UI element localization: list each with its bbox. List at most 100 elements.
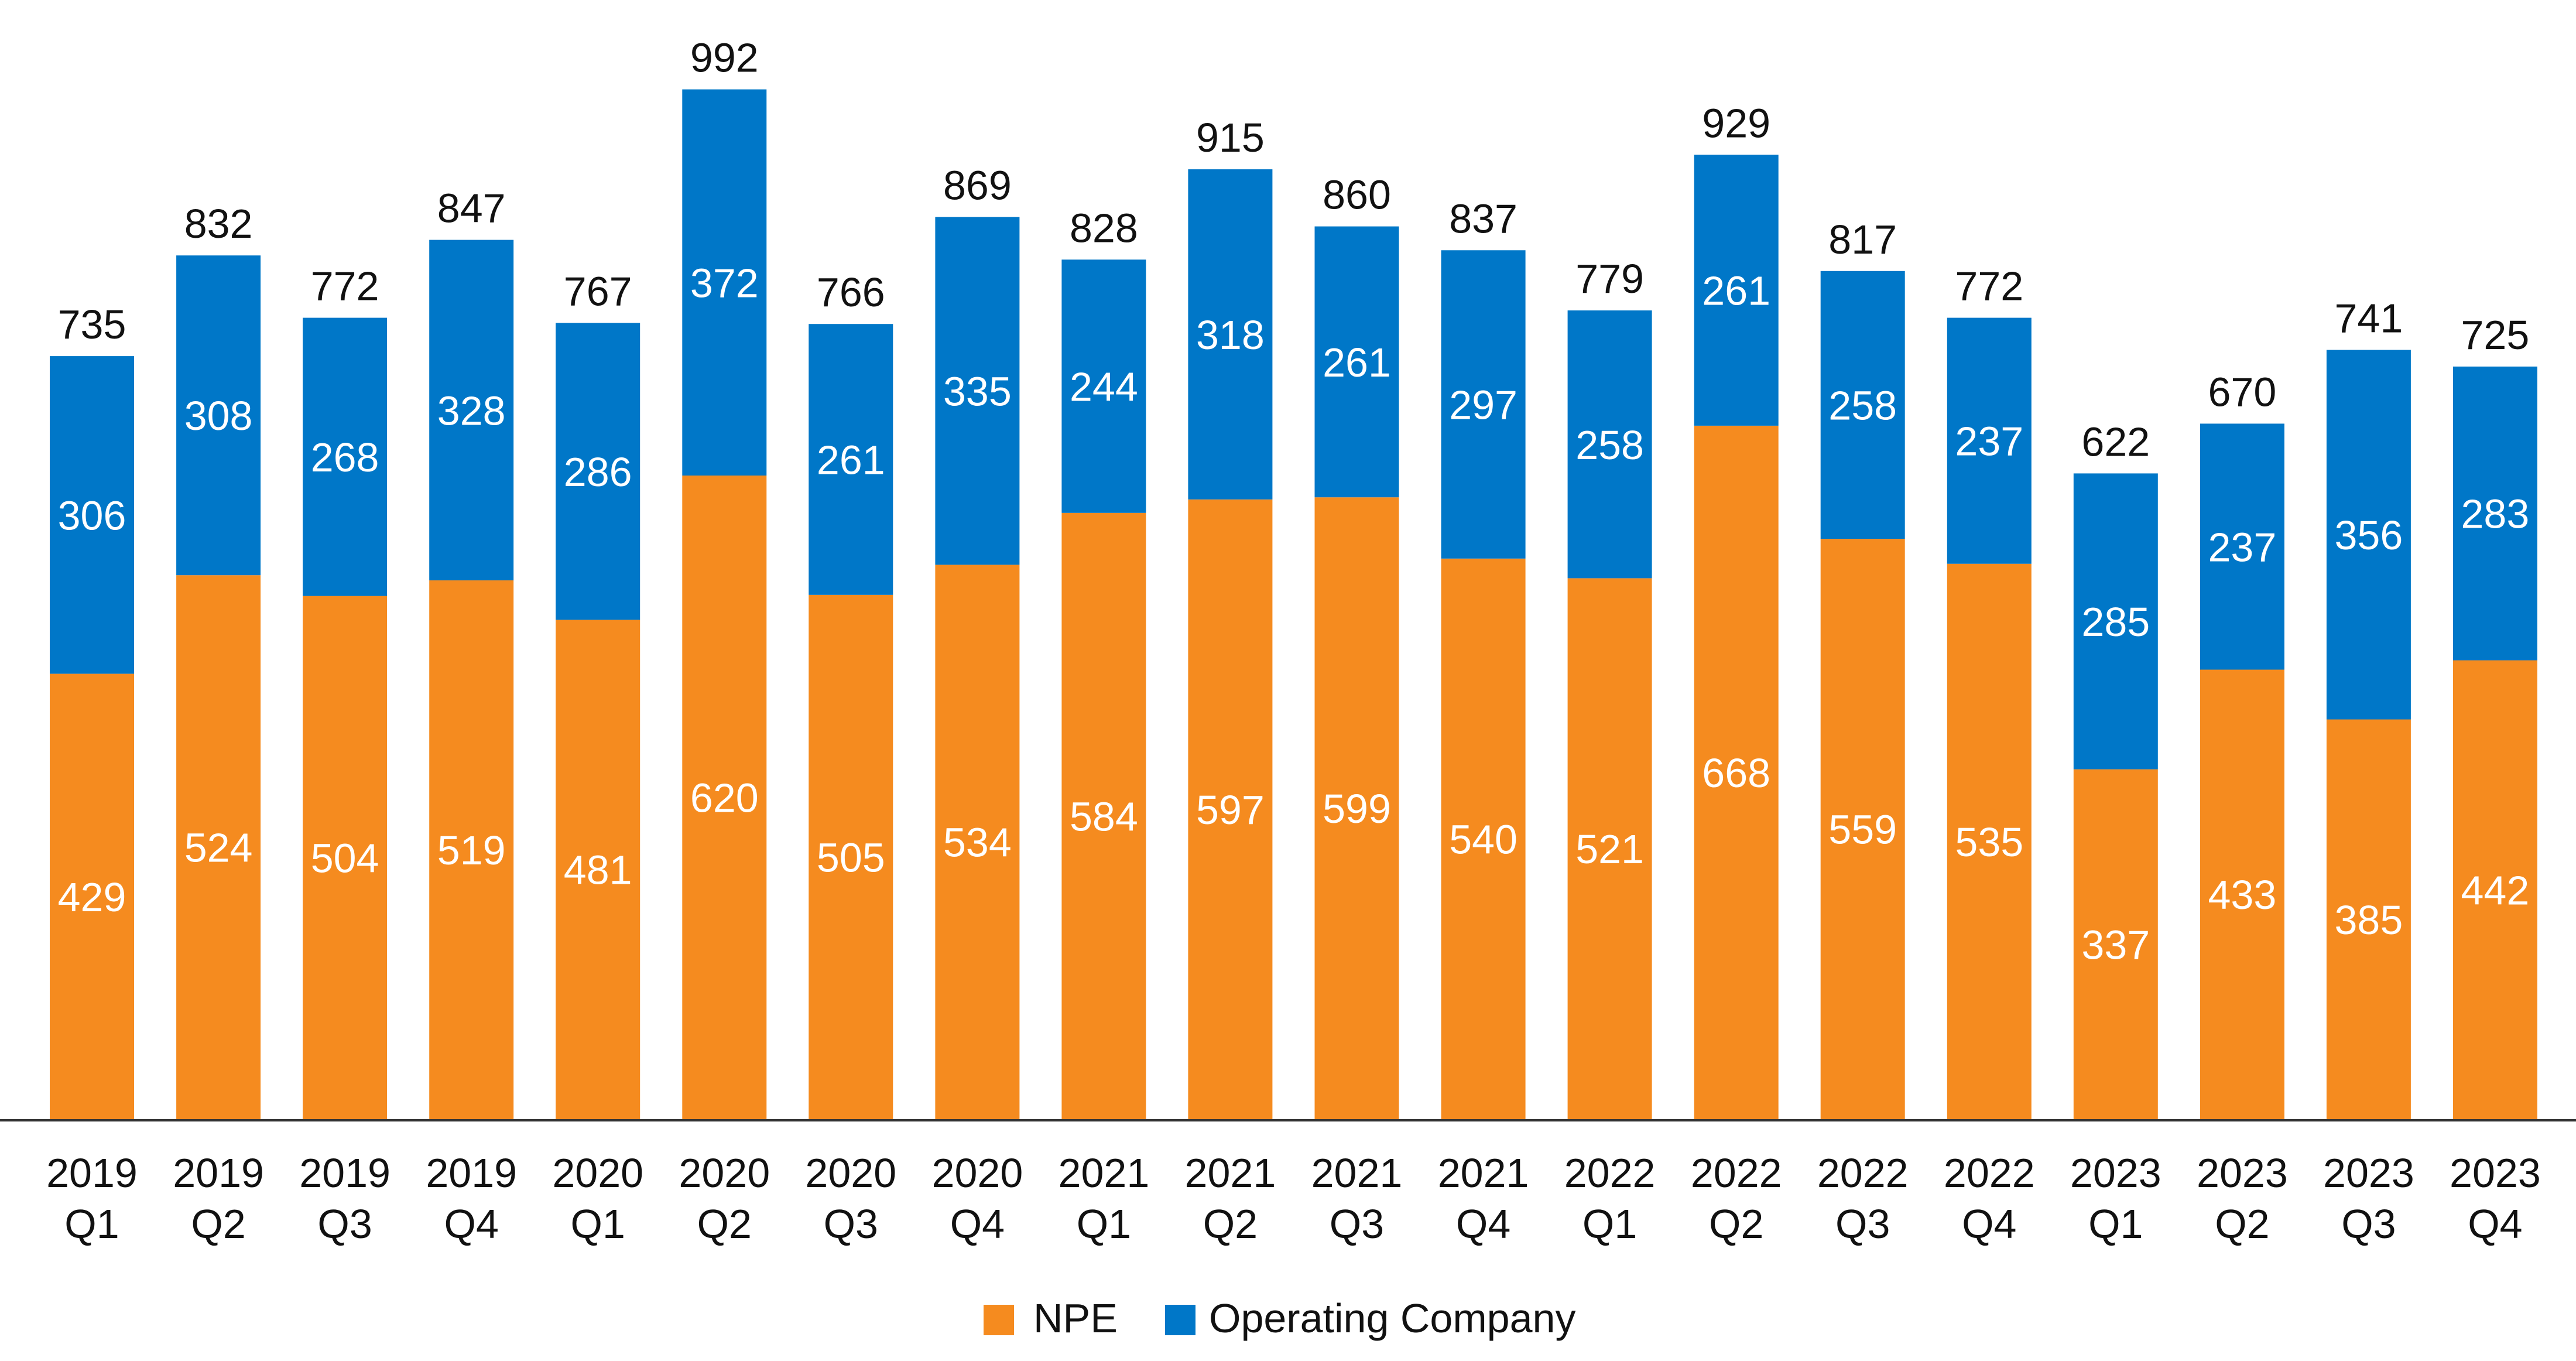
x-tick-year: 2023 — [2070, 1150, 2161, 1196]
x-tick-year: 2022 — [1944, 1150, 2035, 1196]
data-label-total: 772 — [311, 264, 379, 309]
data-label-operating-company: 372 — [690, 260, 759, 306]
data-label-npe: 620 — [690, 775, 759, 821]
x-tick-label: 2023Q4 — [2450, 1150, 2541, 1247]
x-tick-label: 2020 Q2 — [679, 1150, 770, 1247]
data-label-total: 670 — [2208, 369, 2277, 415]
data-label-operating-company: 261 — [1702, 268, 1770, 314]
data-label-total: 929 — [1702, 100, 1770, 146]
data-label-operating-company: 283 — [2461, 491, 2530, 537]
data-label-operating-company: 335 — [943, 369, 1012, 415]
x-tick-label: 2021 Q2 — [1185, 1150, 1276, 1247]
data-label-total: 860 — [1323, 172, 1391, 218]
data-label-npe: 481 — [564, 847, 632, 893]
data-label-npe: 337 — [2081, 922, 2150, 967]
x-tick-year: 2020 — [805, 1150, 896, 1196]
data-label-operating-company: 258 — [1828, 383, 1897, 429]
x-tick-year: 2022 — [1691, 1150, 1782, 1196]
data-label-total: 992 — [690, 35, 759, 81]
data-label-operating-company: 268 — [311, 435, 379, 480]
data-label-npe: 521 — [1575, 826, 1644, 872]
x-tick-quarter: Q3 — [2341, 1201, 2396, 1247]
x-tick-year: 2019 — [426, 1150, 517, 1196]
labels-layer: 4293067355243088325042687725193288474812… — [58, 35, 2530, 968]
data-label-npe: 597 — [1196, 787, 1265, 833]
data-label-total: 622 — [2081, 419, 2150, 464]
x-tick-label: 2019Q4 — [426, 1150, 517, 1247]
data-label-operating-company: 286 — [564, 449, 632, 495]
legend: NPE Operating Company — [984, 1295, 1575, 1341]
data-label-total: 766 — [817, 269, 885, 315]
data-label-operating-company: 356 — [2335, 512, 2403, 558]
data-label-operating-company: 237 — [2208, 524, 2277, 570]
x-tick-quarter: Q3 — [317, 1201, 372, 1247]
bars-layer — [50, 90, 2537, 1119]
x-tick-label: 2022 Q2 — [1691, 1150, 1782, 1247]
x-tick-label: 2022 Q3 — [1817, 1150, 1909, 1247]
data-label-npe: 559 — [1828, 807, 1897, 853]
x-tick-year: 2022 — [1564, 1150, 1656, 1196]
x-tick-quarter: Q3 — [1835, 1201, 1890, 1247]
x-tick-label: 2021 Q3 — [1311, 1150, 1403, 1247]
data-label-total: 817 — [1828, 217, 1897, 262]
data-label-operating-company: 297 — [1449, 382, 1517, 428]
legend-label-operating-company: Operating Company — [1209, 1295, 1575, 1341]
data-label-operating-company: 237 — [1955, 419, 2023, 464]
data-label-total: 915 — [1196, 115, 1265, 160]
x-tick-quarter: Q1 — [571, 1201, 625, 1247]
x-tick-quarter: Q3 — [824, 1201, 878, 1247]
data-label-operating-company: 308 — [184, 393, 253, 439]
x-tick-label: 2023 Q3 — [2323, 1150, 2414, 1247]
data-label-npe: 429 — [58, 874, 126, 920]
x-tick-quarter: Q1 — [1582, 1201, 1637, 1247]
x-tick-year: 2022 — [1817, 1150, 1909, 1196]
x-tick-label: 2020 Q1 — [552, 1150, 643, 1247]
x-tick-year: 2020 — [679, 1150, 770, 1196]
data-label-operating-company: 306 — [58, 493, 126, 538]
x-tick-quarter: Q2 — [2215, 1201, 2269, 1247]
x-tick-year: 2019 — [173, 1150, 264, 1196]
x-tick-year: 2021 — [1311, 1150, 1403, 1196]
data-label-total: 772 — [1955, 264, 2023, 309]
data-label-total: 741 — [2335, 296, 2403, 341]
data-label-operating-company: 285 — [2081, 599, 2150, 645]
data-label-npe: 519 — [437, 827, 506, 873]
x-tick-year: 2019 — [46, 1150, 138, 1196]
x-tick-quarter: Q2 — [697, 1201, 752, 1247]
x-tick-year: 2021 — [1185, 1150, 1276, 1196]
x-tick-label: 2019Q2 — [173, 1150, 264, 1247]
x-tick-year: 2021 — [1438, 1150, 1529, 1196]
legend-swatch-npe — [984, 1305, 1014, 1335]
x-tick-quarter: Q4 — [1962, 1201, 2016, 1247]
x-tick-quarter: Q4 — [1456, 1201, 1510, 1247]
data-label-operating-company: 244 — [1070, 364, 1138, 410]
x-tick-quarter: Q2 — [1709, 1201, 1763, 1247]
x-tick-label: 2020 Q3 — [805, 1150, 896, 1247]
data-label-npe: 534 — [943, 820, 1012, 866]
x-tick-year: 2023 — [2323, 1150, 2414, 1196]
data-label-npe: 535 — [1955, 819, 2023, 865]
data-label-total: 847 — [437, 186, 506, 231]
legend-label-npe: NPE — [1033, 1295, 1118, 1341]
data-label-operating-company: 258 — [1575, 422, 1644, 468]
x-tick-label: 2020 Q4 — [932, 1150, 1023, 1247]
x-tick-label: 2021 Q4 — [1438, 1150, 1529, 1247]
x-tick-label: 2022 Q4 — [1944, 1150, 2035, 1247]
data-label-total: 767 — [564, 268, 632, 314]
x-tick-year: 2019 — [299, 1150, 390, 1196]
x-tick-quarter: Q1 — [1077, 1201, 1131, 1247]
data-label-npe: 599 — [1323, 786, 1391, 832]
x-tick-quarter: Q3 — [1330, 1201, 1384, 1247]
x-tick-year: 2023 — [2450, 1150, 2541, 1196]
data-label-operating-company: 328 — [437, 388, 506, 433]
data-label-total: 837 — [1449, 196, 1517, 241]
x-tick-quarter: Q4 — [950, 1201, 1005, 1247]
data-label-npe: 668 — [1702, 750, 1770, 796]
x-tick-year: 2020 — [552, 1150, 643, 1196]
legend-swatch-operating-company — [1165, 1305, 1195, 1335]
x-tick-year: 2020 — [932, 1150, 1023, 1196]
data-label-npe: 524 — [184, 825, 253, 871]
data-label-npe: 584 — [1070, 794, 1138, 839]
x-tick-quarter: Q2 — [1203, 1201, 1258, 1247]
